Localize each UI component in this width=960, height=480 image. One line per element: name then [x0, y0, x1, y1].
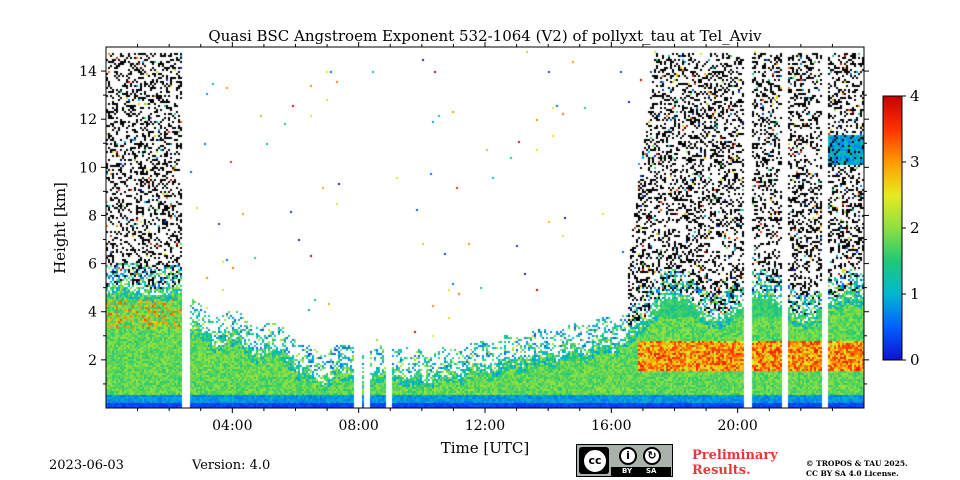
cc-sharealike-icon: ↻: [643, 447, 661, 465]
cc-sa-label: SA: [646, 467, 657, 475]
y-tick-label: 6: [88, 257, 97, 273]
x-tick-label: 20:00: [717, 418, 757, 434]
date-label: 2023-06-03: [49, 458, 124, 473]
colorbar: 0 1 2 3 4: [882, 87, 920, 369]
colorbar-tick-label: 1: [910, 285, 920, 303]
preliminary-line-1: Preliminary: [692, 448, 778, 463]
x-tick-label: 12:00: [465, 418, 505, 434]
cc-label-strip: BY SA: [611, 467, 671, 476]
y-tick-label: 8: [88, 208, 97, 224]
colorbar-bar: [882, 95, 903, 361]
colorbar-tick-label: 3: [910, 153, 920, 171]
copyright-notice: © TROPOS & TAU 2025. CC BY SA 4.0 Licens…: [806, 459, 908, 479]
copyright-line-2: CC BY SA 4.0 License.: [806, 469, 899, 478]
x-tick-label: 16:00: [591, 418, 631, 434]
colorbar-tick-label: 2: [910, 219, 920, 237]
preliminary-line-2: Results.: [692, 463, 751, 478]
colorbar-tick-label: 4: [910, 87, 920, 105]
y-tick-label: 4: [88, 305, 97, 321]
x-axis-label: Time [UTC]: [441, 439, 530, 457]
y-tick-label: 2: [88, 353, 97, 369]
axes: 04:00 08:00 12:00 16:00 20:00 2 4 6 8 10 12 14: [79, 42, 869, 434]
preliminary-notice: Preliminary Results.: [692, 448, 778, 478]
cc-by-label: BY: [622, 467, 633, 475]
copyright-line-1: © TROPOS & TAU 2025.: [806, 459, 908, 468]
version-label: Version: 4.0: [192, 458, 271, 473]
cc-license-badge: cc i ↻ BY SA: [576, 444, 673, 477]
y-axis-label: Height [km]: [51, 182, 69, 274]
x-tick-label: 08:00: [338, 418, 378, 434]
cc-logo: cc: [579, 447, 609, 474]
cc-icon: cc: [582, 448, 608, 474]
x-tick-label: 04:00: [212, 418, 252, 434]
chart-title: Quasi BSC Angstroem Exponent 532-1064 (V…: [208, 27, 762, 45]
plot-area: [106, 47, 864, 408]
cc-attribution-icon: i: [619, 447, 637, 465]
y-tick-label: 12: [79, 112, 97, 128]
colorbar-tick-label: 0: [910, 351, 920, 369]
heatmap-raster: [106, 47, 864, 408]
y-tick-label: 14: [79, 64, 97, 80]
y-tick-label: 10: [79, 160, 97, 176]
